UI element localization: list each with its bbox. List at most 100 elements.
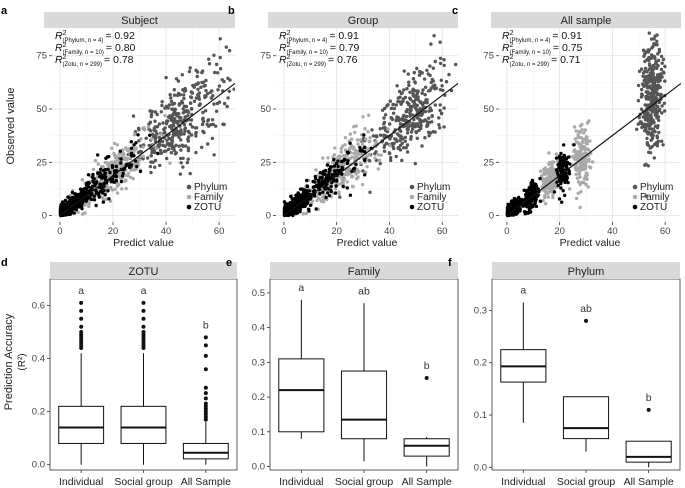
- data-point: [655, 66, 659, 71]
- data-point: [422, 100, 427, 105]
- data-point: [159, 151, 163, 155]
- data-point: [552, 190, 557, 194]
- data-point: [406, 125, 410, 129]
- data-point: [643, 129, 647, 133]
- significance-letter: b: [646, 392, 652, 404]
- iqr-box: [340, 370, 388, 440]
- data-point: [563, 160, 567, 165]
- data-point: [138, 169, 143, 174]
- data-point: [99, 167, 103, 171]
- data-point: [433, 59, 437, 64]
- panel-title: Family: [348, 266, 381, 278]
- significance-letter: a: [78, 285, 84, 297]
- data-point: [201, 119, 206, 124]
- data-point: [213, 70, 217, 75]
- data-point: [136, 133, 140, 137]
- data-point: [218, 55, 222, 60]
- data-point: [165, 156, 169, 161]
- x-category-label: Social group: [335, 476, 394, 488]
- data-point: [647, 67, 651, 72]
- data-point: [438, 103, 442, 107]
- data-point: [663, 79, 667, 83]
- data-point: [91, 167, 96, 172]
- data-point: [564, 163, 569, 168]
- data-point: [580, 122, 584, 127]
- data-point: [536, 187, 540, 191]
- legend-label: Family: [640, 192, 669, 203]
- data-point: [459, 49, 462, 52]
- data-point: [290, 197, 294, 201]
- data-point: [656, 74, 661, 78]
- data-point: [328, 168, 332, 172]
- data-point: [63, 198, 67, 203]
- data-point: [190, 91, 195, 95]
- r2-annotation: R2 (Family, n = 10) = 0.80: [55, 42, 136, 56]
- data-point: [637, 69, 642, 74]
- data-point: [550, 163, 554, 167]
- data-point: [581, 139, 585, 143]
- r2-annotation: R2 (Family, n = 10) = 0.75: [502, 42, 583, 56]
- r2-symbol: R: [55, 42, 63, 54]
- data-point: [371, 134, 376, 138]
- data-point: [565, 176, 569, 180]
- x-category-label: Individual: [501, 476, 545, 488]
- top-y-axis-label: Observed value: [5, 87, 17, 164]
- data-point: [404, 146, 408, 150]
- data-point: [200, 145, 204, 149]
- data-point: [388, 122, 392, 126]
- data-point: [404, 114, 409, 119]
- data-point: [419, 113, 423, 117]
- data-point: [80, 212, 85, 216]
- data-point: [368, 136, 372, 140]
- data-point: [180, 73, 184, 77]
- data-point: [648, 121, 652, 126]
- data-point: [350, 137, 354, 141]
- r2-subscript: (Phylum, n = 4): [63, 38, 104, 44]
- data-point: [188, 171, 192, 176]
- data-point: [656, 139, 660, 143]
- data-point: [562, 143, 566, 147]
- data-point: [578, 130, 583, 134]
- data-point: [391, 142, 395, 147]
- data-point: [407, 80, 411, 84]
- data-point: [415, 66, 419, 71]
- data-point: [126, 174, 130, 178]
- data-point: [288, 200, 293, 205]
- data-point: [192, 99, 197, 104]
- data-point: [112, 180, 116, 184]
- data-point: [661, 143, 665, 147]
- facet-strip-bg: [268, 12, 458, 28]
- data-point: [212, 102, 216, 106]
- legend-marker: [186, 194, 192, 200]
- data-point: [415, 116, 419, 120]
- data-point: [522, 203, 526, 208]
- data-point: [302, 189, 306, 193]
- data-point: [330, 180, 334, 185]
- data-point: [352, 125, 356, 129]
- data-point: [344, 169, 349, 174]
- x-category-label: All Sample: [402, 476, 452, 488]
- data-point: [543, 172, 548, 176]
- data-point: [170, 135, 175, 140]
- data-point: [179, 156, 183, 161]
- data-point: [661, 57, 666, 62]
- data-point: [557, 178, 561, 182]
- data-point: [287, 205, 292, 209]
- box-3: b All Sample: [624, 392, 674, 488]
- x-category-label: Social group: [557, 476, 616, 488]
- data-point: [156, 151, 160, 156]
- y-tick-label: 0: [489, 211, 494, 222]
- data-point: [186, 129, 191, 134]
- data-point: [439, 111, 444, 116]
- data-point: [365, 154, 369, 158]
- data-point: [425, 120, 429, 124]
- data-point: [655, 116, 659, 120]
- data-point: [69, 211, 73, 216]
- y-tick-label: 0: [42, 211, 47, 222]
- data-point: [527, 211, 531, 215]
- data-point: [337, 192, 341, 196]
- data-point: [438, 126, 442, 130]
- data-point: [411, 104, 415, 108]
- data-point: [418, 100, 422, 104]
